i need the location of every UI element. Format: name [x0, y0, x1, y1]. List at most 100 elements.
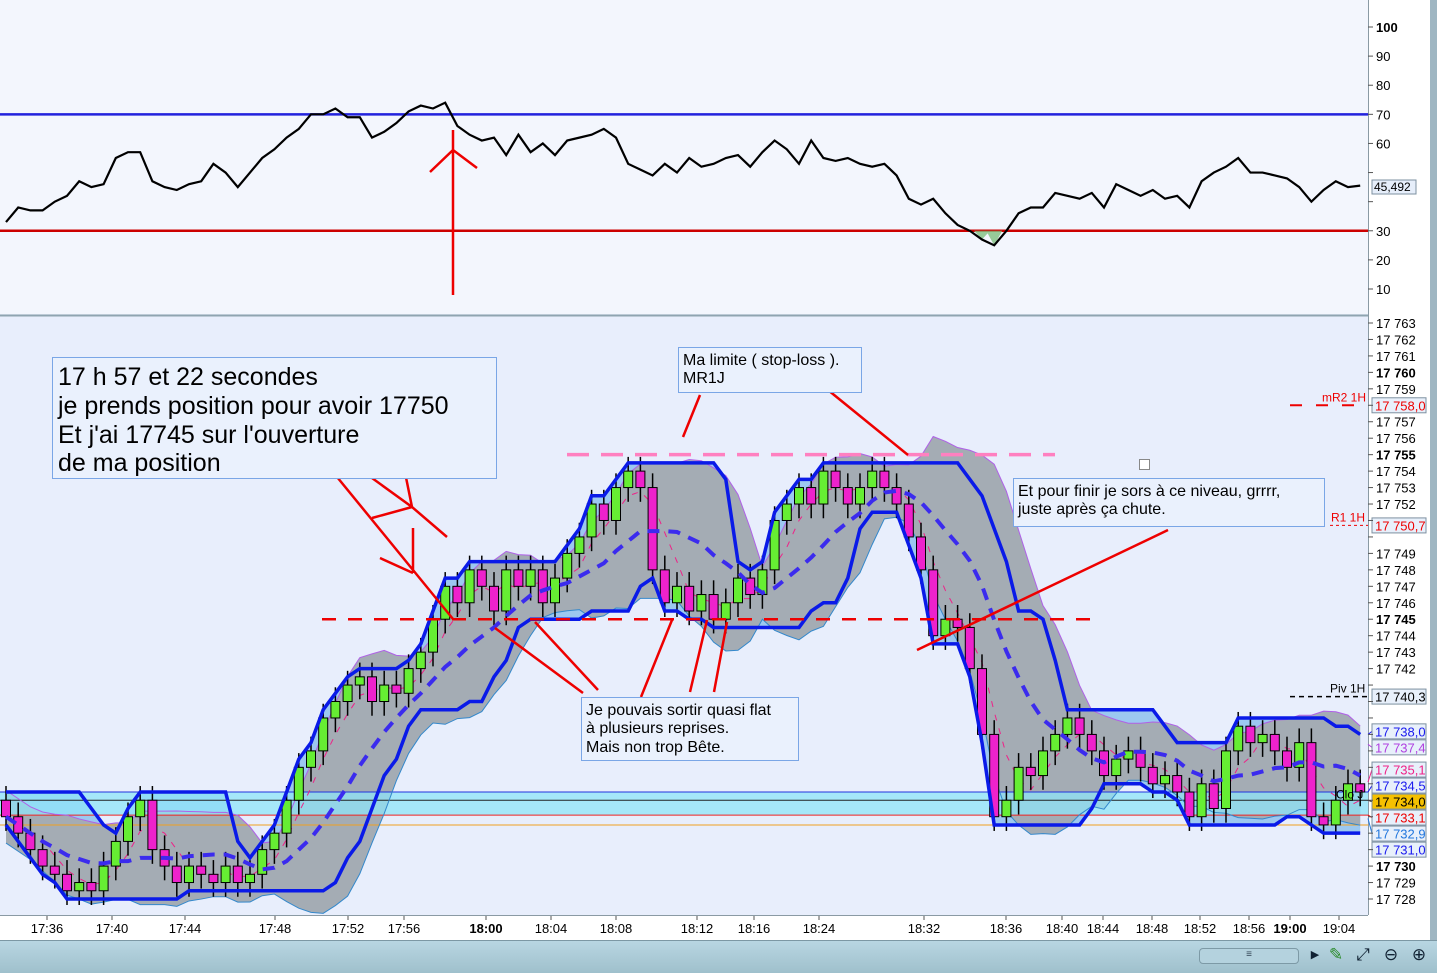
candle-down [196, 865, 207, 875]
candle-up [379, 684, 390, 703]
candle-down [208, 873, 219, 884]
current-value-tag: 45,492 [1371, 179, 1417, 195]
candle-down [49, 865, 60, 875]
price-tick-label: 17 759 [1376, 382, 1416, 397]
candle-down [1086, 733, 1097, 752]
candle-down [391, 684, 402, 694]
candle-down [842, 487, 853, 505]
price-tick-label: 17 749 [1376, 546, 1416, 561]
price-tag: 17 740,3 [1371, 688, 1427, 705]
price-tag: 17 734,5 [1367, 777, 1427, 794]
candle-down [1, 799, 11, 818]
right-scrollbar[interactable] [1430, 0, 1437, 940]
price-tag: 17 738,0 [1367, 723, 1427, 740]
price-tick-label: 17 748 [1376, 563, 1416, 578]
candle-down [1074, 717, 1085, 735]
price-tag-label: 17 734,0 [1375, 795, 1426, 810]
candle-down [1269, 733, 1280, 752]
candle-up [74, 882, 85, 892]
candle-down [86, 882, 97, 892]
price-tick-label: 17 729 [1376, 876, 1416, 891]
candle-down [37, 849, 48, 867]
candle-up [562, 552, 573, 579]
price-tag: 17 735,1 [1367, 761, 1427, 783]
time-tick-label: 18:36 [990, 921, 1023, 936]
candle-down [1172, 775, 1183, 793]
chart-canvas[interactable]: 17 758,0 17 750,7 17 740,3 17 738,017 737,4… [0, 0, 1437, 940]
candle-up [1196, 783, 1207, 818]
candle-down [598, 503, 609, 521]
note-entry[interactable]: 17 h 57 et 22 secondes je prends positio… [52, 357, 497, 479]
anchor-handle[interactable] [1139, 459, 1150, 470]
time-tick-label: 18:44 [1087, 921, 1120, 936]
oscillator-tick-label: 30 [1376, 224, 1390, 239]
price-tag-box [1371, 761, 1427, 778]
candle-down [489, 585, 499, 612]
candle-up [354, 676, 365, 686]
price-tag-box [1371, 739, 1427, 756]
candle-up [1233, 725, 1244, 752]
price-tag: 17 758,0 [1371, 397, 1427, 414]
candle-down [25, 832, 36, 851]
candle-up [184, 865, 194, 884]
candle-down [659, 569, 670, 604]
candle-up [257, 849, 268, 875]
candle-down [537, 569, 548, 604]
price-tag: 17 734,0 [1367, 793, 1427, 810]
price-tag: 17 732,9 [1367, 818, 1427, 842]
price-tick-label: 17 753 [1376, 481, 1416, 496]
level-label: mR2 1H [1322, 390, 1366, 404]
candle-down [1184, 791, 1195, 818]
note-final-exit[interactable]: Et pour finir je sors à ce niveau, grrrr… [1013, 478, 1325, 527]
oscillator-tick-label: 70 [1376, 107, 1390, 122]
price-tag: 17 750,7 [1371, 517, 1427, 534]
candle-up [220, 865, 231, 884]
candle-up [769, 519, 780, 571]
candle-up [1257, 733, 1268, 744]
candle-up [135, 799, 146, 818]
candle-down [1306, 742, 1317, 818]
candle-up [269, 832, 280, 851]
horizontal-scroll-thumb[interactable]: ≡ [1199, 948, 1299, 964]
price-tick-label: 17 754 [1376, 464, 1416, 479]
candle-up [415, 651, 426, 670]
candle-down [367, 676, 377, 703]
zoom-fit-icon[interactable]: ⤢ [1356, 945, 1370, 964]
candle-down [903, 503, 914, 538]
candle-up [1160, 775, 1170, 785]
price-tick-label: 17 756 [1376, 431, 1416, 446]
zoom-out-icon[interactable]: ⊖ [1383, 945, 1399, 964]
time-tick-label: 18:12 [681, 921, 714, 936]
level-label: Piv 1H [1330, 682, 1365, 696]
price-tag-box [1371, 793, 1427, 810]
level-label: R1 1H [1331, 510, 1365, 524]
candle-up [1343, 783, 1353, 801]
candle-up [867, 470, 878, 489]
zoom-in-icon[interactable]: ⊕ [1411, 945, 1427, 964]
candle-up [1001, 799, 1012, 818]
candle-down [147, 799, 158, 851]
scroll-right-icon[interactable]: ▶ [1310, 949, 1320, 961]
price-tag-label: 17 734,5 [1375, 779, 1426, 794]
note-stop-limit[interactable]: Ma limite ( stop-loss ). MR1J [678, 347, 862, 393]
candle-up [1050, 733, 1061, 752]
candle-down [1318, 816, 1329, 826]
candle-up [781, 503, 792, 521]
price-tag-label: 17 735,1 [1375, 763, 1426, 778]
price-tag-box [1371, 777, 1427, 794]
time-tick-label: 18:32 [908, 921, 941, 936]
price-tag-label: 17 737,4 [1375, 740, 1426, 755]
price-tag-label: 17 732,9 [1375, 827, 1426, 842]
price-tick-label: 17 752 [1376, 497, 1416, 512]
price-tick-label: 17 760 [1376, 365, 1416, 380]
oscillator-tick-label: 10 [1376, 282, 1390, 297]
oscillator-line [5, 101, 1361, 247]
candle-up [733, 577, 743, 604]
note-flat-exit[interactable]: Je pouvais sortir quasi flat à plusieurs… [581, 697, 799, 761]
oscillator-tick-label: 60 [1376, 136, 1390, 151]
time-tick-label: 17:52 [332, 921, 365, 936]
lower-band-line [5, 516, 1361, 914]
oscillator-tick-label: 90 [1376, 49, 1390, 64]
price-tick-label: 17 742 [1376, 662, 1416, 677]
properties-tool-icon[interactable]: ✎ [1328, 945, 1344, 964]
